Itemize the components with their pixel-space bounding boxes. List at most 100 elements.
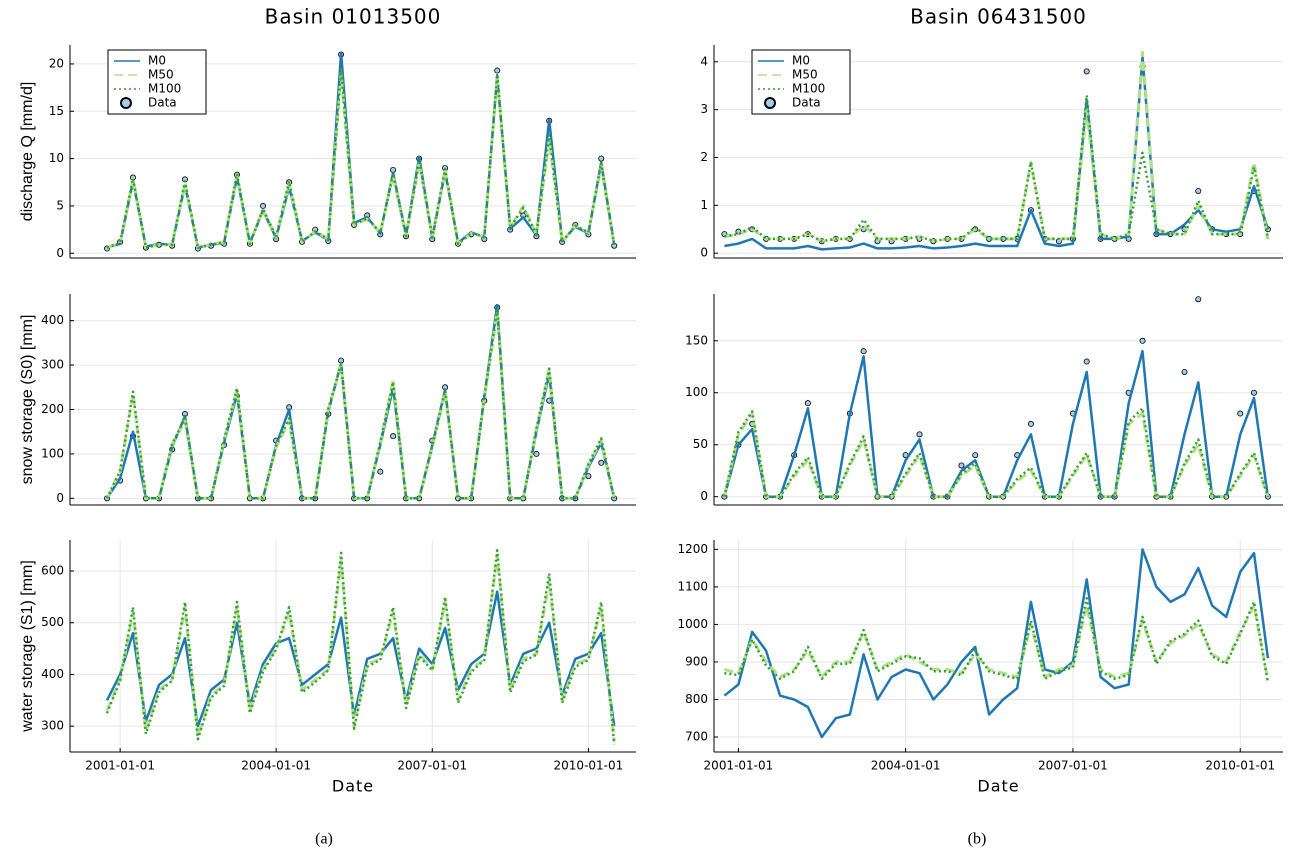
legend-label: M100 — [792, 82, 825, 96]
x-tick-label: 2010-01-01 — [1205, 759, 1275, 773]
data-point — [1083, 68, 1090, 75]
y-tick-label: 0 — [700, 246, 708, 260]
legend-swatch — [120, 97, 132, 109]
x-tick-label: 2007-01-01 — [397, 759, 467, 773]
y-tick-label: 150 — [685, 333, 708, 347]
series-line — [105, 310, 616, 500]
legend-label: Data — [148, 96, 177, 110]
y-axis-label: discharge Q [mm/d] — [19, 82, 36, 222]
y-tick-label: 700 — [685, 729, 708, 743]
data-point — [1027, 420, 1034, 427]
legend-label: Data — [792, 96, 821, 110]
legend-swatch — [764, 97, 776, 109]
y-tick-label: 500 — [41, 615, 64, 629]
y-tick-label: 0 — [56, 246, 64, 260]
y-tick-label: 800 — [685, 692, 708, 706]
series-line — [724, 596, 1270, 683]
y-tick-label: 10 — [49, 151, 64, 165]
series-line — [105, 303, 616, 500]
data-point — [1237, 410, 1244, 417]
data-point — [390, 433, 397, 440]
y-tick-label: 0 — [56, 491, 64, 505]
y-tick-label: 1000 — [677, 617, 708, 631]
series-line — [105, 549, 616, 745]
panel: water storage (S1) [mm] Date 300 400 500 600 2… — [19, 540, 636, 796]
panel: Basin 01013500 discharge Q [mm/d] 0 5 10 15 20… — [19, 5, 636, 260]
data-point — [377, 468, 384, 475]
series-line — [724, 94, 1270, 243]
series-line — [105, 308, 616, 500]
panel: Date 700 800 900 1000 1100 1200 2001-01-01 2004-… — [677, 540, 1283, 796]
x-tick-label: 2004-01-01 — [241, 759, 311, 773]
caption: (b) — [968, 831, 987, 848]
series-line — [722, 412, 1270, 499]
data-point — [972, 452, 979, 459]
series-line — [105, 554, 616, 742]
data-point — [1139, 337, 1146, 344]
y-tick-label: 3 — [700, 102, 708, 116]
data-point — [1195, 187, 1202, 194]
data-point — [598, 459, 605, 466]
y-tick-label: 200 — [41, 402, 64, 416]
y-tick-label: 300 — [41, 358, 64, 372]
data-point — [1181, 368, 1188, 375]
legend-label: M0 — [792, 54, 810, 68]
legend-label: M100 — [148, 82, 181, 96]
y-tick-label: 15 — [49, 104, 64, 118]
legend-label: M50 — [792, 68, 818, 82]
panel: 0 50 100 150 — [685, 294, 1283, 506]
data-point — [260, 202, 267, 209]
x-axis-label: Date — [977, 777, 1019, 796]
x-tick-label: 2007-01-01 — [1038, 759, 1108, 773]
y-tick-label: 900 — [685, 654, 708, 668]
data-point — [494, 67, 501, 74]
y-tick-label: 600 — [41, 564, 64, 578]
x-tick-label: 2004-01-01 — [871, 759, 941, 773]
y-tick-label: 1100 — [677, 579, 708, 593]
y-tick-label: 1200 — [677, 542, 708, 556]
y-axis-label: snow storage (S0) [mm] — [19, 315, 36, 485]
y-axis-label: water storage (S1) [mm] — [19, 560, 36, 733]
data-point — [804, 400, 811, 407]
y-tick-label: 20 — [49, 56, 64, 70]
panel-title: Basin 06431500 — [910, 5, 1087, 29]
data-point — [598, 155, 605, 162]
data-point — [1250, 389, 1257, 396]
x-tick-label: 2001-01-01 — [85, 759, 155, 773]
data-point — [533, 450, 540, 457]
y-tick-label: 0 — [700, 489, 708, 503]
panel: snow storage (S0) [mm] 0 100 200 300 400 — [19, 294, 636, 506]
series-line — [723, 407, 1270, 498]
y-tick-label: 100 — [685, 385, 708, 399]
legend-label: M0 — [148, 54, 166, 68]
y-tick-label: 400 — [41, 667, 64, 681]
y-tick-label: 5 — [56, 198, 64, 212]
y-tick-label: 100 — [41, 446, 64, 460]
caption: (a) — [315, 831, 333, 848]
series-line — [724, 604, 1270, 681]
data-point — [1195, 296, 1202, 303]
panel-title: Basin 01013500 — [265, 5, 442, 29]
data-point — [1083, 358, 1090, 365]
y-tick-label: 400 — [41, 313, 64, 327]
data-point — [958, 462, 965, 469]
legend-label: M50 — [148, 68, 174, 82]
series-line — [724, 55, 1270, 251]
y-tick-label: 4 — [700, 54, 708, 68]
series-line — [105, 590, 616, 728]
series-line — [106, 67, 616, 249]
y-tick-label: 2 — [700, 150, 708, 164]
x-tick-label: 2010-01-01 — [554, 759, 624, 773]
data-point — [916, 431, 923, 438]
x-tick-label: 2001-01-01 — [704, 759, 774, 773]
x-axis-label: Date — [332, 777, 374, 796]
series-line — [723, 548, 1270, 739]
y-tick-label: 50 — [693, 437, 708, 451]
y-tick-label: 1 — [700, 198, 708, 212]
data-point — [860, 348, 867, 355]
